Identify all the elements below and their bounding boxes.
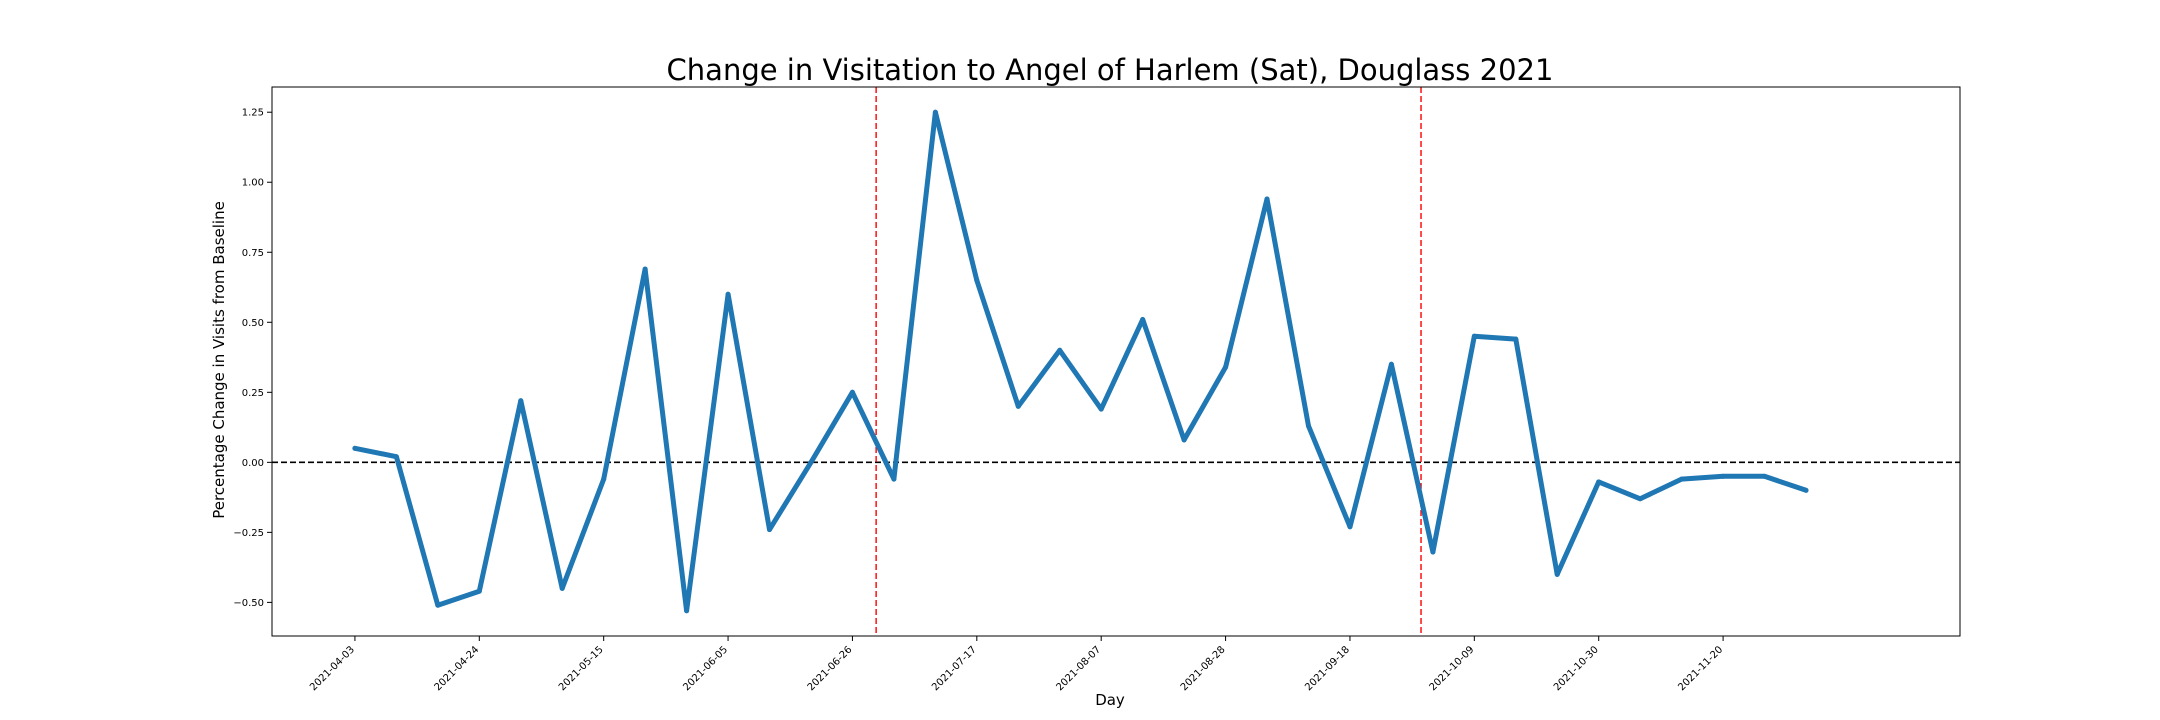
y-tick-label: 0.25 xyxy=(242,388,264,399)
data-point xyxy=(891,476,897,482)
data-point xyxy=(1803,487,1809,493)
data-point xyxy=(974,277,980,283)
data-point xyxy=(1388,361,1394,367)
plot-frame xyxy=(271,86,1961,637)
y-tick-label: 0.50 xyxy=(242,318,264,329)
data-point xyxy=(1140,316,1146,322)
x-axis-label: Day xyxy=(1095,691,1125,709)
data-point xyxy=(476,588,482,594)
data-point xyxy=(808,459,814,465)
data-point xyxy=(642,266,648,272)
y-tick-label: 1.00 xyxy=(242,178,264,189)
data-point xyxy=(1181,437,1187,443)
data-point xyxy=(725,291,731,297)
data-point xyxy=(932,109,938,115)
data-point xyxy=(1347,524,1353,530)
data-point xyxy=(1513,336,1519,342)
y-tick-label: 0.75 xyxy=(242,248,264,259)
data-point xyxy=(1057,347,1063,353)
data-point xyxy=(1471,333,1477,339)
chart-title: Change in Visitation to Angel of Harlem … xyxy=(667,53,1554,87)
data-point xyxy=(1554,571,1560,577)
series-line-1 xyxy=(352,109,1809,614)
data-point xyxy=(1720,473,1726,479)
data-point xyxy=(435,602,441,608)
data-point xyxy=(1637,496,1643,502)
data-point xyxy=(393,454,399,460)
data-point xyxy=(1305,423,1311,429)
data-point xyxy=(1015,403,1021,409)
data-point xyxy=(767,527,773,533)
data-point xyxy=(1430,549,1436,555)
data-point xyxy=(684,608,690,614)
y-tick-label: 1.25 xyxy=(242,108,264,119)
data-point xyxy=(1679,476,1685,482)
data-point xyxy=(1762,473,1768,479)
y-axis-label: Percentage Change in Visits from Baselin… xyxy=(210,201,228,519)
data-point xyxy=(352,445,358,451)
data-point xyxy=(518,398,524,404)
data-point xyxy=(601,476,607,482)
data-point xyxy=(1223,364,1229,370)
y-tick-label: 0.00 xyxy=(242,458,264,469)
y-tick-label: −0.50 xyxy=(233,598,264,609)
data-point xyxy=(1596,479,1602,485)
data-point xyxy=(1098,406,1104,412)
data-point xyxy=(849,389,855,395)
y-tick-label: −0.25 xyxy=(233,528,264,539)
data-point xyxy=(1264,196,1270,202)
data-point xyxy=(559,585,565,591)
